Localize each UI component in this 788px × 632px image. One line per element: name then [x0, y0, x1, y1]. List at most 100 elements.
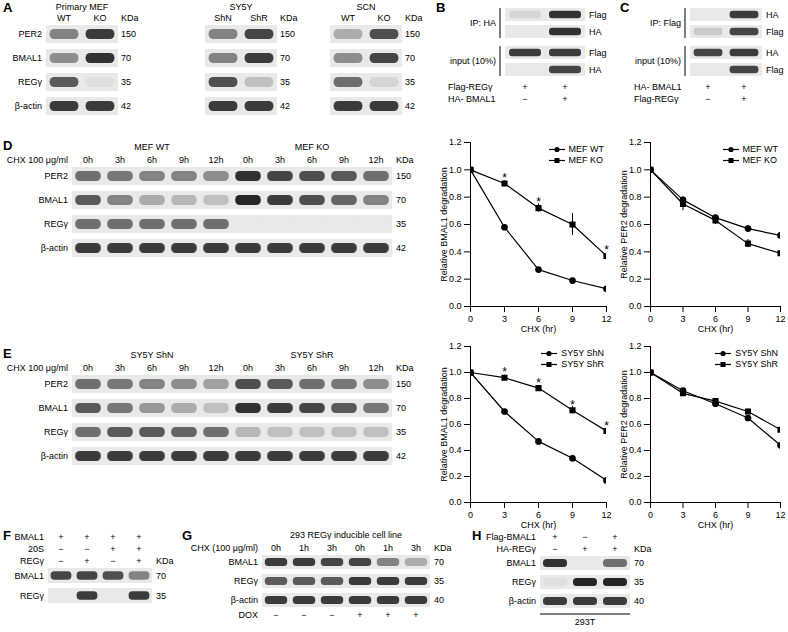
svg-text:0.0: 0.0 — [629, 301, 642, 311]
svg-text:KDa: KDa — [156, 556, 174, 566]
svg-text:12h: 12h — [368, 155, 383, 165]
svg-text:MEF WT: MEF WT — [134, 142, 170, 152]
svg-text:BMAL1: BMAL1 — [14, 532, 44, 542]
svg-text:0h: 0h — [355, 543, 365, 553]
svg-text:3h: 3h — [275, 155, 285, 165]
svg-text:0: 0 — [468, 314, 473, 324]
svg-text:+: + — [522, 82, 527, 92]
svg-text:KO: KO — [93, 13, 106, 23]
svg-text:SY5Y ShR: SY5Y ShR — [291, 350, 334, 360]
svg-text:Flag: Flag — [766, 65, 784, 75]
svg-text:0.2: 0.2 — [629, 471, 642, 481]
svg-text:C: C — [620, 0, 630, 15]
svg-text:Relative PER2 degradation: Relative PER2 degradation — [619, 170, 629, 279]
svg-text:Relative PER2 degradation: Relative PER2 degradation — [619, 370, 629, 479]
svg-text:−: − — [84, 544, 89, 554]
svg-text:β-actin: β-actin — [41, 243, 68, 253]
svg-text:0: 0 — [648, 510, 653, 520]
svg-text:3: 3 — [680, 314, 685, 324]
svg-text:0.2: 0.2 — [449, 471, 462, 481]
svg-text:BMAL1: BMAL1 — [14, 571, 44, 581]
svg-text:−: − — [705, 94, 710, 104]
svg-text:35: 35 — [396, 427, 406, 437]
svg-text:BMAL1: BMAL1 — [506, 558, 536, 568]
svg-text:*: * — [604, 419, 609, 433]
svg-text:B: B — [436, 0, 445, 15]
svg-text:KO: KO — [377, 13, 390, 23]
svg-text:0: 0 — [648, 314, 653, 324]
svg-text:*: * — [570, 398, 575, 412]
svg-text:REGγ: REGγ — [512, 577, 537, 587]
svg-text:−: − — [273, 610, 278, 620]
svg-text:35: 35 — [434, 576, 444, 586]
svg-text:+: + — [612, 532, 617, 542]
svg-text:WT: WT — [57, 13, 71, 23]
svg-text:Flag-REGγ: Flag-REGγ — [634, 94, 679, 104]
svg-text:MEF KO: MEF KO — [295, 142, 330, 152]
svg-text:+: + — [110, 544, 115, 554]
svg-text:HA: HA — [589, 27, 602, 37]
svg-text:9h: 9h — [179, 363, 189, 373]
svg-text:42: 42 — [405, 101, 415, 111]
svg-text:+: + — [413, 610, 418, 620]
svg-text:*: * — [536, 376, 541, 390]
svg-text:−: − — [552, 544, 557, 554]
svg-text:70: 70 — [434, 557, 444, 567]
svg-text:0.8: 0.8 — [629, 393, 642, 403]
svg-text:0.4: 0.4 — [449, 247, 462, 257]
svg-text:CHX (hr): CHX (hr) — [521, 324, 557, 334]
svg-text:REGγ: REGγ — [20, 591, 45, 601]
svg-text:KDa: KDa — [396, 155, 414, 165]
svg-text:150: 150 — [280, 29, 295, 39]
svg-text:293T: 293T — [575, 617, 596, 627]
svg-text:SY5Y: SY5Y — [229, 2, 252, 12]
svg-text:IP: Flag: IP: Flag — [650, 18, 681, 28]
svg-text:HA-REGγ: HA-REGγ — [496, 544, 536, 554]
svg-text:BMAL1: BMAL1 — [38, 403, 68, 413]
svg-text:150: 150 — [396, 379, 411, 389]
svg-text:9: 9 — [570, 314, 575, 324]
svg-text:70: 70 — [156, 571, 166, 581]
svg-text:DOX: DOX — [238, 610, 258, 620]
svg-text:12: 12 — [601, 510, 611, 520]
svg-text:9: 9 — [745, 510, 750, 520]
svg-text:3h: 3h — [275, 363, 285, 373]
svg-text:12h: 12h — [208, 363, 223, 373]
svg-text:35: 35 — [156, 591, 166, 601]
svg-text:REGγ: REGγ — [20, 556, 45, 566]
svg-text:+: + — [552, 532, 557, 542]
svg-text:PER2: PER2 — [18, 29, 42, 39]
svg-text:CHX (hr): CHX (hr) — [521, 520, 557, 530]
svg-text:β-actin: β-actin — [41, 451, 68, 461]
svg-text:0.6: 0.6 — [629, 419, 642, 429]
svg-text:Flag-REGγ: Flag-REGγ — [448, 82, 493, 92]
svg-text:12h: 12h — [208, 155, 223, 165]
svg-text:1.0: 1.0 — [449, 367, 462, 377]
svg-text:35: 35 — [396, 219, 406, 229]
svg-text:70: 70 — [396, 403, 406, 413]
svg-text:Flag: Flag — [766, 27, 784, 37]
svg-text:9h: 9h — [179, 155, 189, 165]
svg-text:CHX (100 μg/ml): CHX (100 μg/ml) — [191, 543, 258, 553]
svg-text:β-actin: β-actin — [231, 595, 258, 605]
svg-text:0.2: 0.2 — [449, 274, 462, 284]
svg-text:20S: 20S — [28, 544, 44, 554]
svg-text:42: 42 — [121, 101, 131, 111]
svg-text:9h: 9h — [339, 155, 349, 165]
svg-text:CHX (hr): CHX (hr) — [698, 520, 734, 530]
svg-text:HA- BMAL1: HA- BMAL1 — [634, 82, 682, 92]
svg-text:9h: 9h — [339, 363, 349, 373]
svg-text:35: 35 — [121, 77, 131, 87]
svg-text:9: 9 — [570, 510, 575, 520]
svg-text:β-actin: β-actin — [15, 101, 42, 111]
svg-text:+: + — [705, 82, 710, 92]
svg-text:input (10%): input (10%) — [635, 56, 681, 66]
svg-text:35: 35 — [634, 577, 644, 587]
svg-text:+: + — [84, 532, 89, 542]
svg-text:9: 9 — [745, 314, 750, 324]
svg-text:HA: HA — [589, 65, 602, 75]
svg-text:42: 42 — [396, 451, 406, 461]
svg-text:1.0: 1.0 — [629, 367, 642, 377]
svg-text:12h: 12h — [368, 363, 383, 373]
svg-text:BMAL1: BMAL1 — [228, 557, 258, 567]
